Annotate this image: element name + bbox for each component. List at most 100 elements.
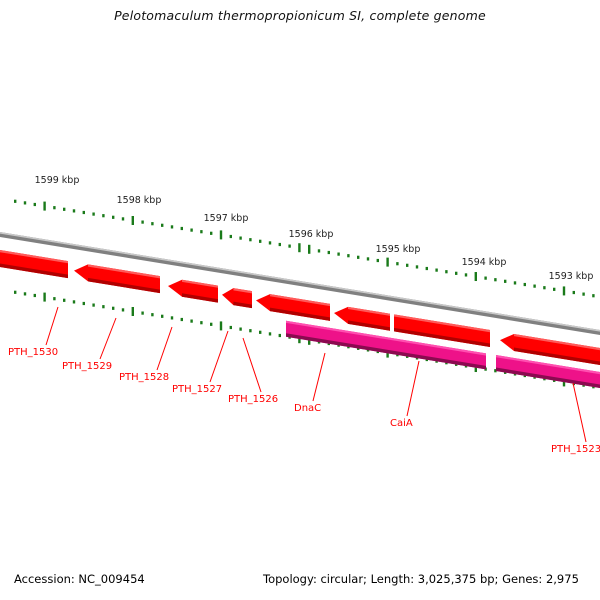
ruler-minor-tick-lower bbox=[121, 308, 125, 312]
gene-track-second[interactable] bbox=[286, 320, 600, 391]
gene-feature[interactable] bbox=[222, 288, 252, 309]
ruler-minor-tick bbox=[92, 212, 95, 216]
gene-body[interactable] bbox=[496, 355, 600, 390]
gene-feature[interactable] bbox=[500, 333, 600, 367]
gene-feature[interactable] bbox=[496, 355, 600, 390]
ruler-tick-label: 1597 kbp bbox=[204, 213, 249, 224]
ruler-minor-tick bbox=[357, 255, 360, 259]
gene-feature[interactable] bbox=[74, 264, 160, 294]
gene-bevel-bottom bbox=[514, 347, 600, 365]
ruler-minor-tick bbox=[592, 294, 595, 298]
gene-body[interactable] bbox=[286, 320, 486, 370]
ruler-minor-tick bbox=[259, 239, 262, 243]
ruler-minor-tick-lower bbox=[63, 298, 66, 302]
ruler-minor-tick bbox=[23, 201, 27, 205]
gene-feature[interactable] bbox=[256, 294, 330, 321]
gene-feature[interactable] bbox=[394, 314, 490, 348]
ruler-minor-tick bbox=[151, 222, 154, 226]
ruler-minor-tick bbox=[268, 241, 272, 245]
ruler-minor-tick bbox=[82, 210, 85, 215]
ruler-minor-tick bbox=[239, 236, 242, 240]
gene-feature[interactable] bbox=[334, 306, 390, 331]
gene-feature[interactable] bbox=[286, 320, 486, 370]
ruler-minor-tick-lower bbox=[14, 290, 17, 294]
ruler-labels: 1599 kbp 1598 kbp 1597 kbp 1596 kbp 1595 kbp… bbox=[35, 175, 594, 282]
ruler-minor-tick bbox=[533, 284, 536, 288]
gene-label[interactable]: PTH_1529 bbox=[62, 361, 112, 372]
ruler-minor-tick-lower bbox=[180, 317, 183, 322]
gene-bevel-top bbox=[88, 264, 160, 279]
gene-feature[interactable] bbox=[0, 250, 68, 279]
ruler-major-tick bbox=[219, 230, 223, 240]
gene-body[interactable] bbox=[0, 250, 68, 279]
gene-bevel-top bbox=[270, 294, 330, 307]
ruler-minor-tick bbox=[406, 263, 409, 267]
gene-track-forward[interactable] bbox=[0, 250, 600, 367]
gene-body[interactable] bbox=[222, 288, 252, 309]
ruler-minor-tick bbox=[14, 199, 17, 203]
ruler-major-tick bbox=[308, 244, 311, 254]
ruler-major-tick bbox=[298, 243, 301, 253]
ruler-minor-tick bbox=[366, 257, 370, 261]
gene-label-leaders bbox=[45, 306, 587, 443]
gene-feature[interactable] bbox=[168, 279, 218, 303]
gene-label[interactable]: PTH_1530 bbox=[8, 347, 58, 358]
ruler-minor-tick-lower bbox=[170, 316, 174, 320]
ruler-minor-tick bbox=[504, 279, 507, 283]
ruler-major-tick bbox=[131, 215, 134, 225]
ruler-minor-tick bbox=[200, 230, 203, 234]
gene-bevel-top bbox=[182, 279, 218, 288]
ruler-minor-tick bbox=[141, 220, 144, 224]
gene-bevel-bottom bbox=[286, 333, 486, 370]
ruler-minor-tick-lower bbox=[494, 369, 497, 373]
ruler-minor-tick bbox=[249, 238, 252, 242]
gene-body[interactable] bbox=[500, 333, 600, 367]
ruler-major-tick bbox=[474, 272, 477, 282]
ruler-minor-tick-lower bbox=[259, 330, 262, 334]
accession-text: Accession: NC_009454 bbox=[14, 572, 145, 586]
gene-label[interactable]: PTH_1528 bbox=[119, 372, 169, 383]
gene-label-leader bbox=[312, 352, 326, 402]
ruler-minor-tick-lower bbox=[102, 305, 105, 309]
ruler-tick-label: 1593 kbp bbox=[549, 271, 594, 282]
gene-label[interactable]: DnaC bbox=[294, 403, 321, 414]
ruler-minor-tick-lower bbox=[249, 329, 252, 333]
gene-bevel-bottom bbox=[233, 301, 252, 309]
ruler-minor-tick-lower bbox=[53, 297, 56, 301]
gene-bevel-top bbox=[514, 333, 600, 351]
ruler-tick-label: 1595 kbp bbox=[376, 244, 421, 255]
ruler-minor-tick-lower bbox=[239, 327, 242, 331]
gene-body[interactable] bbox=[256, 294, 330, 321]
ruler-minor-tick bbox=[102, 214, 105, 218]
ruler-minor-tick bbox=[190, 228, 193, 232]
ruler-minor-tick bbox=[543, 286, 546, 290]
ruler-tick-label: 1594 kbp bbox=[462, 257, 507, 268]
gene-label[interactable]: PTH_1526 bbox=[228, 394, 278, 405]
ruler-minor-tick bbox=[53, 206, 56, 210]
gene-label[interactable]: PTH_1523 bbox=[551, 444, 600, 455]
gene-bevel-bottom bbox=[0, 263, 68, 279]
ruler-minor-tick-lower bbox=[278, 333, 281, 338]
ruler-minor-tick bbox=[327, 250, 330, 255]
gene-bevel-bottom bbox=[394, 327, 490, 348]
ruler-minor-tick bbox=[425, 266, 428, 271]
ruler-major-tick-lower bbox=[43, 292, 46, 302]
ruler-minor-tick-lower bbox=[141, 311, 144, 315]
gene-bevel-bottom bbox=[88, 277, 160, 294]
ruler-minor-tick bbox=[229, 234, 232, 239]
gene-bevel-bottom bbox=[270, 307, 330, 321]
ruler-minor-tick-lower bbox=[200, 321, 203, 325]
gene-label[interactable]: CaiA bbox=[390, 418, 413, 429]
ruler-minor-tick-lower bbox=[82, 301, 85, 306]
ruler-minor-tick bbox=[33, 202, 36, 207]
ruler-minor-tick-lower bbox=[33, 293, 36, 298]
gene-body[interactable] bbox=[74, 264, 160, 294]
ruler-minor-tick-lower bbox=[112, 306, 115, 310]
ruler-minor-tick bbox=[445, 270, 448, 274]
gene-body[interactable] bbox=[394, 314, 490, 348]
gene-label[interactable]: PTH_1527 bbox=[172, 384, 222, 395]
ruler-minor-tick bbox=[435, 268, 438, 272]
